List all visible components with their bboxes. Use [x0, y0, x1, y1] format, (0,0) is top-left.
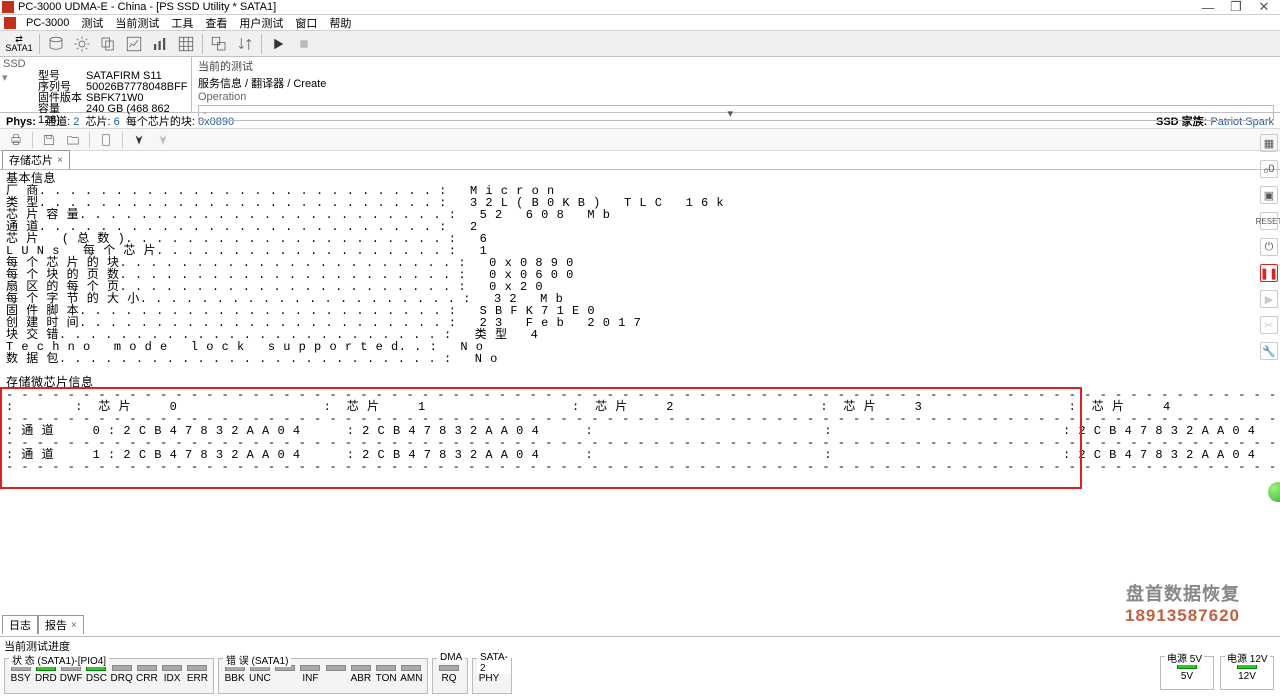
maximize-button[interactable]: ❐: [1222, 0, 1250, 15]
wrench-icon[interactable]: 🔧: [1260, 342, 1278, 360]
power-icon[interactable]: ⏻: [1260, 238, 1278, 256]
windows-icon[interactable]: [206, 33, 232, 55]
status-cell: TON: [375, 665, 398, 684]
status-cell: ABR: [349, 665, 372, 684]
titlebar: PC-3000 UDMA-E - China - [PS SSD Utility…: [0, 0, 1280, 15]
status-row: 状 态 (SATA1)-[PIO4] BSYDRDDWFDSCDRQCRRIDX…: [0, 652, 1280, 698]
operation-select[interactable]: -▾: [198, 105, 1274, 121]
status-cell: CRR: [135, 665, 158, 684]
find-next-icon[interactable]: [151, 130, 175, 150]
dma-group: DMA RQ: [432, 658, 468, 694]
status-cell: RQ: [437, 665, 461, 684]
progress-bar: 当前测试进度: [0, 636, 1280, 652]
pause-icon[interactable]: ❚❚: [1260, 264, 1278, 282]
play-icon[interactable]: ▶: [1260, 290, 1278, 308]
menu-window[interactable]: 窗口: [289, 15, 323, 31]
current-test-path: 服务信息 / 翻译器 / Create: [192, 75, 1280, 91]
status-cell: ERR: [186, 665, 209, 684]
close-icon[interactable]: ×: [71, 620, 77, 631]
status-cell: [324, 665, 347, 684]
db-icon[interactable]: [43, 33, 69, 55]
info-bar: SSD 型号SATAFIRM S11 序列号50026B7778048BFF 固…: [0, 57, 1280, 113]
minimize-button[interactable]: —: [1194, 0, 1222, 15]
menu-pc3000[interactable]: PC-3000: [20, 17, 75, 29]
tab-report[interactable]: 报告×: [38, 615, 84, 634]
close-button[interactable]: ✕: [1250, 0, 1278, 15]
status-cell: UNC: [248, 665, 271, 684]
error-group-sata1: 错 误 (SATA1) BBKUNCINFABRTONAMN: [218, 658, 428, 694]
bars-icon[interactable]: [147, 33, 173, 55]
status-cell: INF: [299, 665, 322, 684]
menu-app-icon: [4, 17, 16, 29]
sata1-button[interactable]: ⇄SATA1: [2, 33, 36, 55]
play-button[interactable]: [265, 33, 291, 55]
chart-icon[interactable]: [121, 33, 147, 55]
grid-icon[interactable]: [173, 33, 199, 55]
find-icon[interactable]: [127, 130, 151, 150]
bottom-tabs: 日志 报告×: [0, 616, 86, 634]
sort-icon[interactable]: [232, 33, 258, 55]
status-cell: BSY: [9, 665, 32, 684]
right-sidebar: ▦ ₀0 ▣ RESET ⏻ ❚❚ ▶ ✂ 🔧: [1258, 130, 1280, 360]
menu-current-test[interactable]: 当前测试: [109, 15, 165, 31]
stop-button[interactable]: [291, 33, 317, 55]
status-cell: DSC: [85, 665, 108, 684]
status-cell: DRQ: [110, 665, 133, 684]
zero-icon[interactable]: ₀0: [1260, 160, 1278, 178]
status-cell: IDX: [161, 665, 184, 684]
menu-view[interactable]: 查看: [199, 15, 233, 31]
reset-icon[interactable]: RESET: [1260, 212, 1278, 230]
tab-chip[interactable]: 存储芯片×: [2, 150, 70, 169]
window-title: PC-3000 UDMA-E - China - [PS SSD Utility…: [18, 1, 1194, 13]
current-test-head: 当前的测试: [192, 57, 1280, 75]
copy-icon[interactable]: [95, 33, 121, 55]
status-group-sata1: 状 态 (SATA1)-[PIO4] BSYDRDDWFDSCDRQCRRIDX…: [4, 658, 214, 694]
gear-icon[interactable]: [69, 33, 95, 55]
close-icon[interactable]: ×: [57, 155, 63, 166]
camera-icon[interactable]: ▣: [1260, 186, 1278, 204]
calendar-icon[interactable]: ▦: [1260, 134, 1278, 152]
highlight-box: [0, 387, 1082, 489]
doc-icon[interactable]: [94, 130, 118, 150]
menubar: PC-3000 测试 当前测试 工具 查看 用户测试 窗口 帮助: [0, 15, 1280, 31]
sata2-group: SATA-2 PHY: [472, 658, 512, 694]
status-cell: DRD: [34, 665, 57, 684]
ssd-head: SSD: [0, 57, 191, 71]
expand-icon[interactable]: ▾: [2, 71, 8, 84]
status-cell: AMN: [400, 665, 423, 684]
menu-test[interactable]: 测试: [75, 15, 109, 31]
menu-help[interactable]: 帮助: [323, 15, 357, 31]
secondary-toolbar: [0, 129, 1280, 151]
save-icon[interactable]: [37, 130, 61, 150]
content-area: 基本信息 厂 商. . . . . . . . . . . . . . . . …: [0, 169, 1280, 605]
status-cell: BBK: [223, 665, 246, 684]
voltage-5v: 电源 5V5V: [1160, 656, 1214, 690]
voltage-group: 电源 5V5V 电源 12V12V: [1160, 656, 1274, 690]
ssd-info-panel: SSD 型号SATAFIRM S11 序列号50026B7778048BFF 固…: [0, 57, 192, 112]
app-icon: [2, 1, 14, 13]
current-test-panel: 当前的测试 服务信息 / 翻译器 / Create Operation -▾: [192, 57, 1280, 112]
menu-tools[interactable]: 工具: [165, 15, 199, 31]
menu-user-test[interactable]: 用户测试: [233, 15, 289, 31]
tab-log[interactable]: 日志: [2, 615, 38, 634]
main-toolbar: ⇄SATA1: [0, 31, 1280, 57]
status-cell: [274, 665, 297, 684]
cut-icon[interactable]: ✂: [1260, 316, 1278, 334]
print-icon[interactable]: [4, 130, 28, 150]
content-tabs: 存储芯片×: [0, 151, 1280, 169]
voltage-12v: 电源 12V12V: [1220, 656, 1274, 690]
open-icon[interactable]: [61, 130, 85, 150]
operation-label: Operation: [192, 91, 1280, 103]
status-cell: DWF: [60, 665, 83, 684]
